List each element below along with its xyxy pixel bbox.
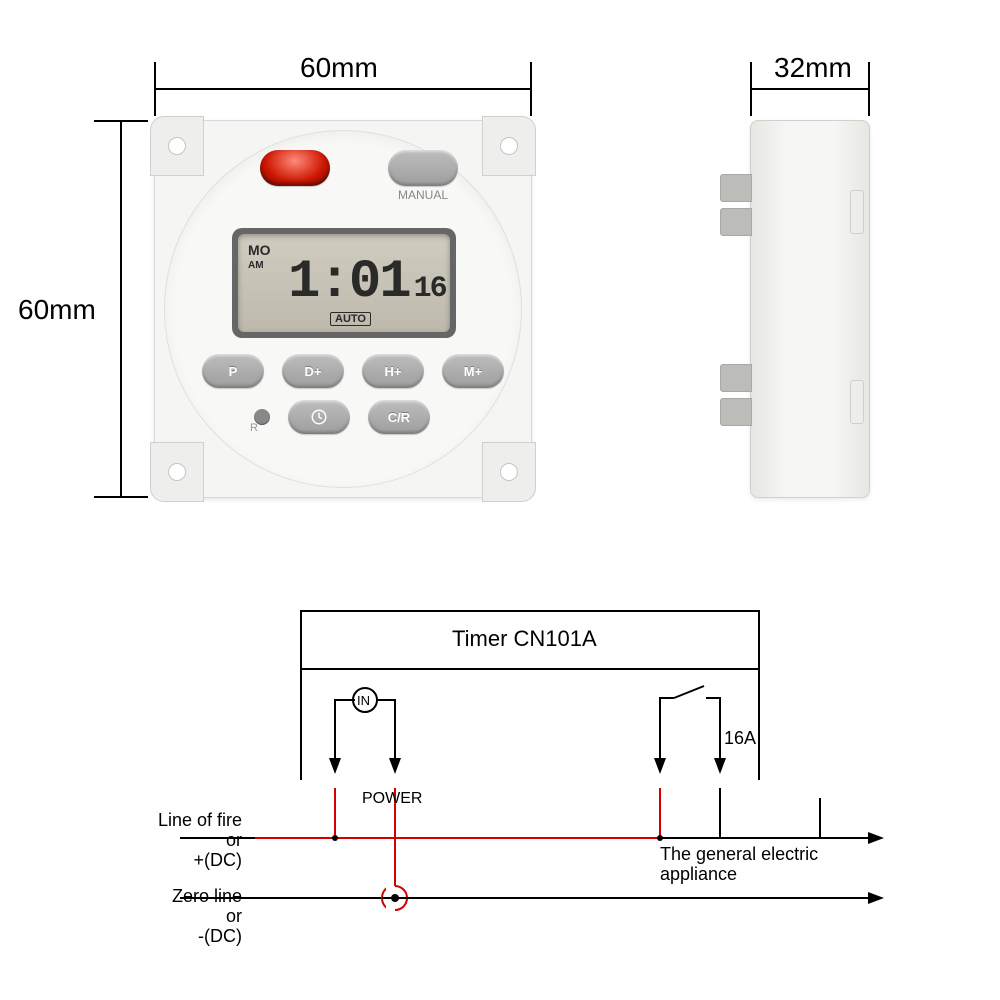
m-plus-button[interactable]: M+ <box>442 354 504 388</box>
side-terminal-2 <box>720 208 752 236</box>
appliance-label-1: The general electric <box>660 844 818 865</box>
side-notch-2 <box>850 380 864 424</box>
lcd-minutes: 01 <box>349 252 410 313</box>
power-label: POWER <box>362 790 422 808</box>
dim-depth-tick-l <box>750 62 752 116</box>
button-row-2: C/R <box>254 400 430 434</box>
in-label: IN <box>357 693 370 708</box>
clock-button[interactable] <box>288 400 350 434</box>
reset-label: R <box>250 422 258 434</box>
lcd-screen: MO AM 1:0116 AUTO <box>238 234 450 332</box>
status-led <box>260 150 330 186</box>
lcd-mode: AUTO <box>330 312 371 326</box>
dim-left-tick-b <box>94 496 148 498</box>
mount-tab-bl <box>150 442 204 502</box>
fire-label-2: or <box>112 830 242 851</box>
mount-tab-tl <box>150 116 204 176</box>
mount-tab-br <box>482 442 536 502</box>
dim-width-label: 60mm <box>300 52 378 84</box>
p-button[interactable]: P <box>202 354 264 388</box>
dim-top-line <box>154 88 532 90</box>
h-plus-button[interactable]: H+ <box>362 354 424 388</box>
appliance-label-2: appliance <box>660 864 737 885</box>
dim-height-label: 60mm <box>18 294 96 326</box>
side-body <box>750 120 870 498</box>
side-terminal-3 <box>720 364 752 392</box>
zero-label-1: Zero line <box>112 886 242 907</box>
fire-label-3: +(DC) <box>112 850 242 871</box>
dim-left-tick-t <box>94 120 148 122</box>
manual-button[interactable] <box>388 150 458 186</box>
wiring-diagram: Timer CN101A IN <box>100 610 900 960</box>
lcd-ampm: AM <box>248 260 264 271</box>
dim-depth-line <box>750 88 870 90</box>
mount-tab-tr <box>482 116 536 176</box>
lcd-hours: 1 <box>288 252 318 313</box>
lcd-seconds: 16 <box>414 272 446 306</box>
side-terminal-4 <box>720 398 752 426</box>
button-row-1: P D+ H+ M+ <box>202 354 504 388</box>
zero-label-2: or <box>112 906 242 927</box>
lcd-day: MO <box>248 242 271 258</box>
zero-label-3: -(DC) <box>112 926 242 947</box>
clock-icon <box>310 408 328 426</box>
side-notch-1 <box>850 190 864 234</box>
side-terminal-1 <box>720 174 752 202</box>
dim-top-tick-r <box>530 62 532 116</box>
dim-top-tick-l <box>154 62 156 116</box>
lcd-time: 1:0116 <box>288 252 446 313</box>
rating-label: 16A <box>724 728 756 749</box>
dim-depth-tick-r <box>868 62 870 116</box>
fire-label-1: Line of fire <box>112 810 242 831</box>
dim-left-line <box>120 120 122 498</box>
device-front: MANUAL MO AM 1:0116 AUTO P D+ H+ M+ C/R … <box>154 120 532 498</box>
d-plus-button[interactable]: D+ <box>282 354 344 388</box>
device-side <box>720 120 870 498</box>
manual-label: MANUAL <box>388 188 458 202</box>
dim-depth-label: 32mm <box>774 52 852 84</box>
cr-button[interactable]: C/R <box>368 400 430 434</box>
lcd-colon: : <box>318 252 348 313</box>
lcd-frame: MO AM 1:0116 AUTO <box>232 228 456 338</box>
